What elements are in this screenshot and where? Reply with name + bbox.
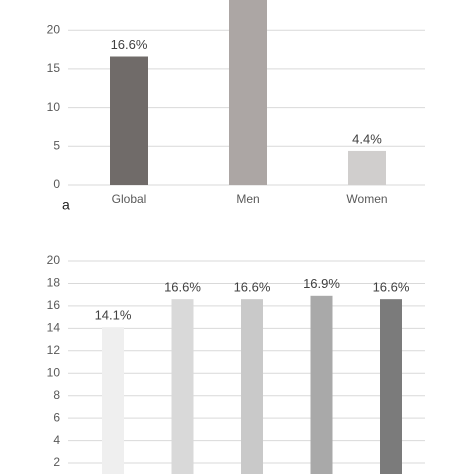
bar bbox=[348, 150, 386, 185]
y-tick-label: 5 bbox=[53, 138, 60, 152]
x-tick-label: Global bbox=[112, 192, 147, 206]
bar bbox=[171, 299, 194, 474]
y-tick-label: 15 bbox=[47, 61, 61, 75]
y-tick-label: 20 bbox=[47, 253, 61, 267]
y-tick-label: 20 bbox=[47, 22, 61, 36]
data-label: 14.1% bbox=[95, 308, 132, 323]
y-tick-label: 10 bbox=[47, 365, 61, 379]
panel-label: a bbox=[62, 197, 70, 213]
data-label: 16.6% bbox=[164, 280, 201, 295]
y-tick-label: 0 bbox=[53, 177, 60, 191]
x-tick-label: Women bbox=[346, 192, 387, 206]
data-label: 16.6% bbox=[373, 280, 410, 295]
data-label: 4.4% bbox=[352, 131, 382, 146]
data-label: 16.6% bbox=[234, 280, 271, 295]
bar bbox=[102, 327, 124, 474]
y-tick-label: 6 bbox=[53, 410, 60, 424]
bar bbox=[310, 295, 333, 474]
bar bbox=[241, 299, 263, 474]
y-tick-label: 14 bbox=[47, 321, 61, 335]
y-tick-label: 2 bbox=[53, 455, 60, 469]
bar bbox=[110, 56, 148, 186]
bar bbox=[380, 299, 402, 474]
y-tick-label: 12 bbox=[47, 343, 61, 357]
y-tick-label: 8 bbox=[53, 388, 60, 402]
y-tick-label: 10 bbox=[47, 100, 61, 114]
y-tick-label: 18 bbox=[47, 276, 61, 290]
bar bbox=[229, 0, 267, 185]
x-tick-label: Men bbox=[236, 192, 259, 206]
y-tick-label: 4 bbox=[53, 433, 60, 447]
data-label: 16.6% bbox=[111, 37, 148, 52]
y-tick-label: 16 bbox=[47, 298, 61, 312]
data-label: 16.9% bbox=[303, 276, 340, 291]
